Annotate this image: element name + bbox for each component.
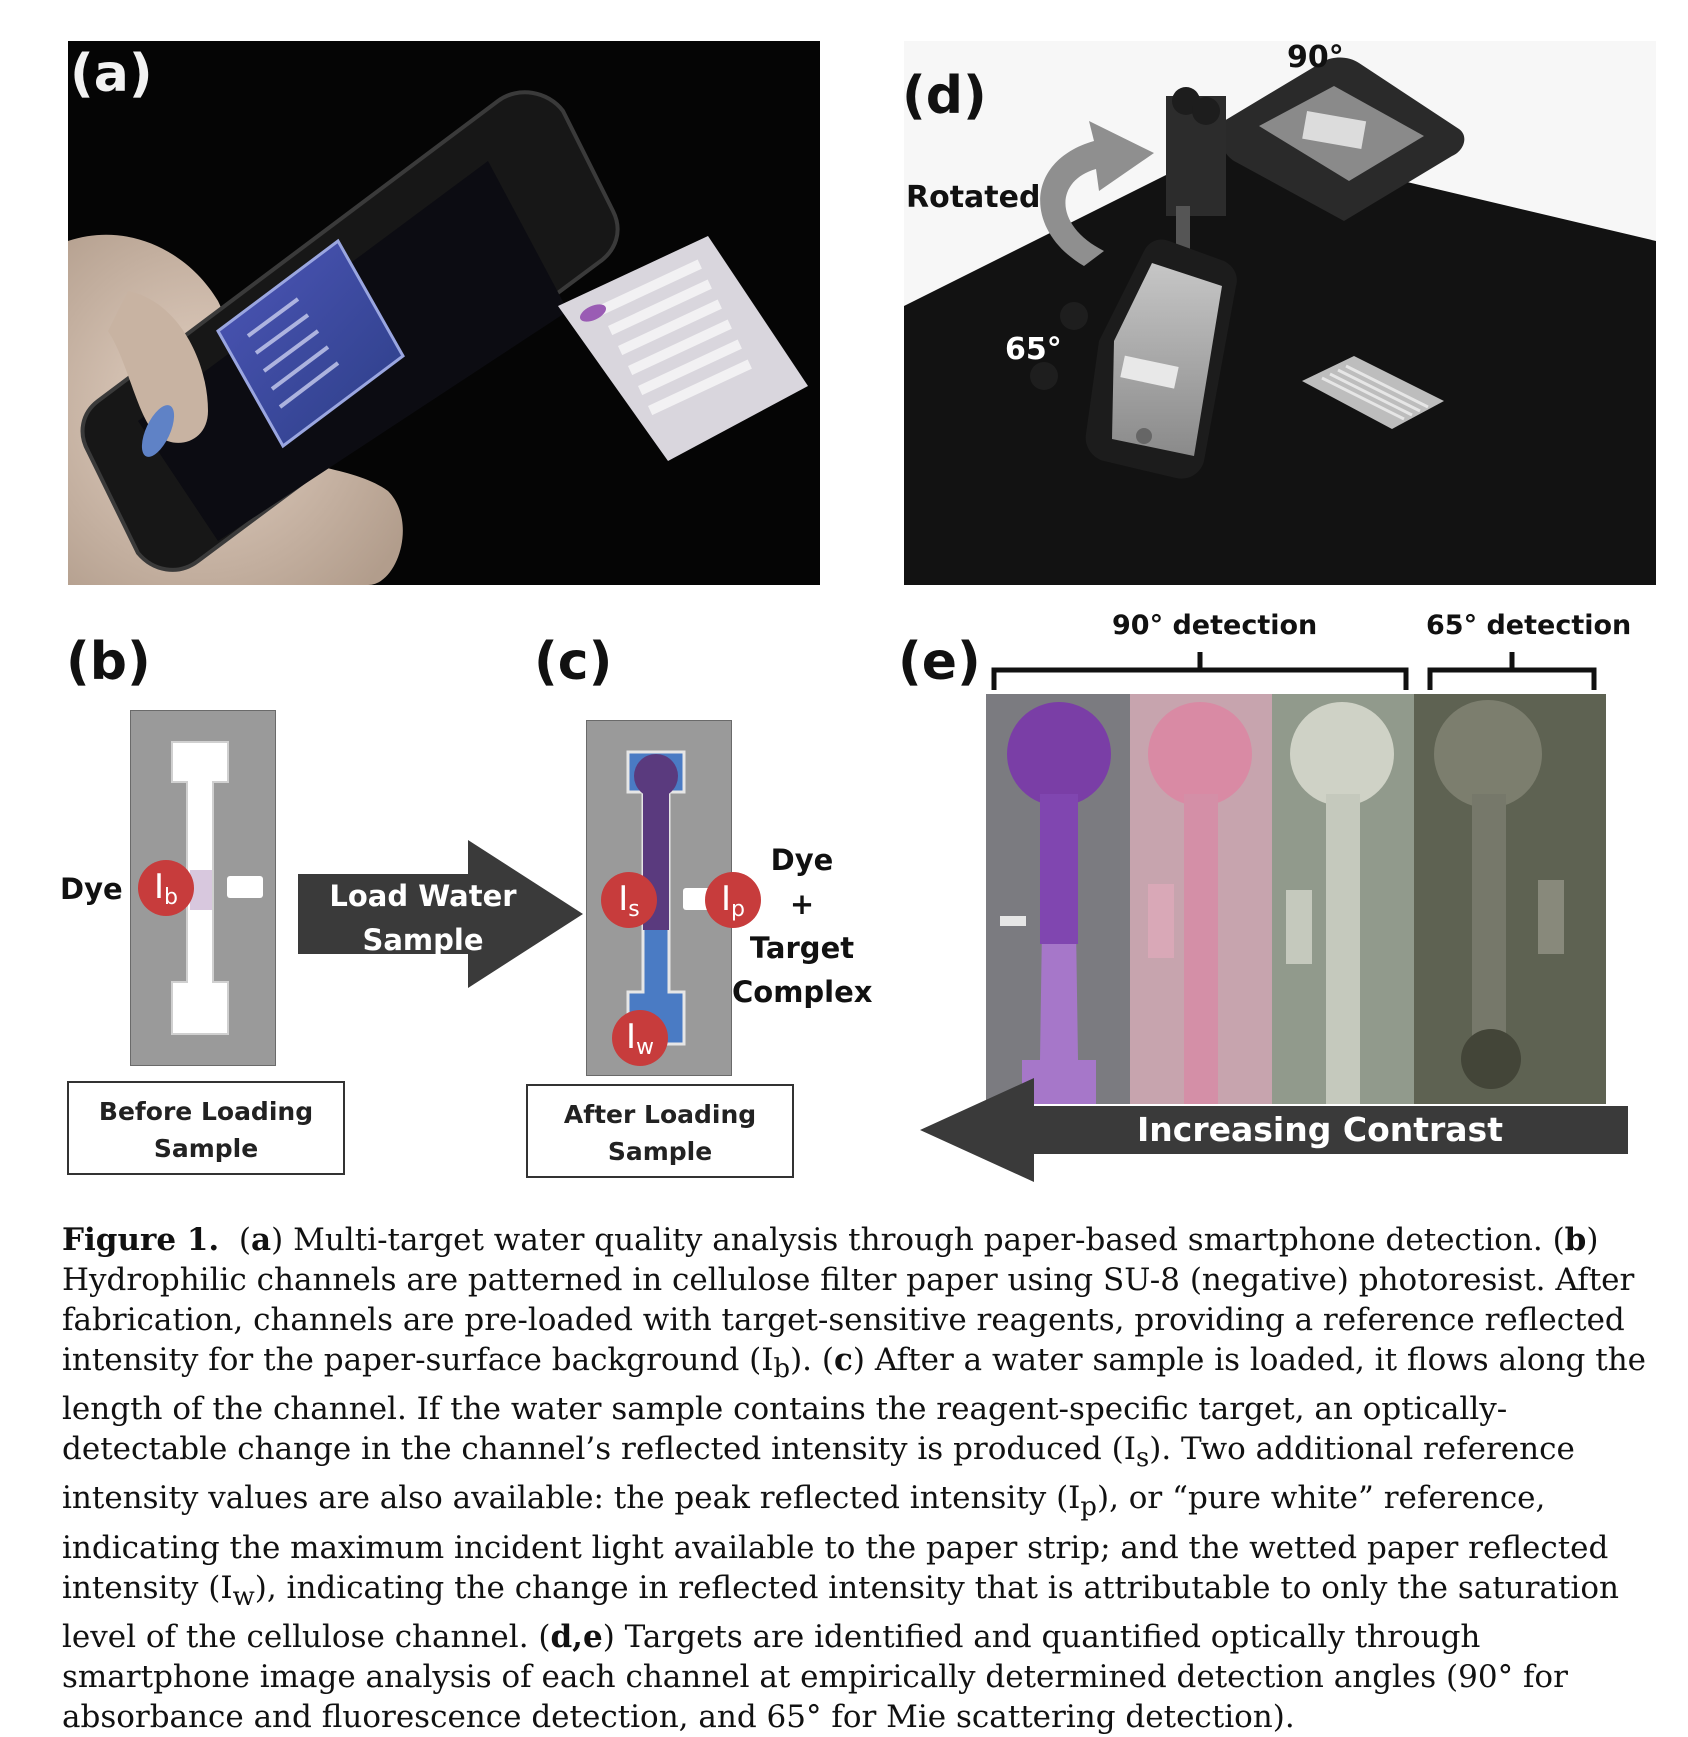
panel-d-label: (d): [902, 66, 987, 126]
after-loading-line2: Sample: [607, 1137, 713, 1166]
caption-text-c2: ). Two additional reference intensity va…: [62, 1431, 1575, 1517]
ip-marker: Ip: [705, 872, 761, 928]
is-marker: Is: [601, 872, 657, 928]
bracket-65-label: 65° detection: [1426, 610, 1632, 641]
before-loading-line2: Sample: [153, 1134, 259, 1163]
after-loading-line1: After Loading: [563, 1100, 757, 1129]
iw-marker: Iw: [612, 1010, 668, 1066]
caption-ref-de: d,e: [550, 1618, 603, 1655]
angle-65-label: 65°: [1005, 332, 1062, 367]
caption-text-c3: ), or “pure white” reference, indicating…: [62, 1480, 1609, 1606]
rotated-label: Rotated: [906, 180, 1041, 215]
increasing-contrast-arrow-icon: [920, 1078, 1628, 1182]
load-water-line2: Sample: [362, 923, 484, 957]
before-loading-box: Before Loading Sample: [67, 1081, 345, 1175]
caption-ref-c: c: [833, 1342, 853, 1378]
phone-mount-rendering: [904, 41, 1656, 585]
detection-brackets: [991, 652, 1597, 690]
panel-e-label: (e): [898, 632, 981, 692]
bracket-90-icon: [991, 652, 1409, 690]
panel-d-rendering: [904, 41, 1656, 585]
complex-line: Complex: [732, 975, 873, 1009]
panel-a-label: (a): [70, 44, 153, 104]
figure-caption: Figure 1. (a) Multi-target water quality…: [62, 1222, 1647, 1735]
load-water-line1: Load Water: [329, 879, 517, 913]
caption-text-b1: ) Hydrophilic channels are patterned in …: [62, 1222, 1635, 1378]
panel-c-label: (c): [534, 632, 613, 692]
caption-text-b2: ). (: [790, 1342, 834, 1378]
sub-b: b: [773, 1354, 791, 1385]
target-line: Target: [749, 931, 855, 965]
caption-text-a: ) Multi-target water quality analysis th…: [271, 1222, 1565, 1258]
angle-90-label: 90°: [1287, 40, 1344, 75]
load-water-sample-text: Load Water Sample: [318, 874, 528, 962]
bracket-90-label: 90° detection: [1112, 610, 1318, 641]
channel-photos: [986, 694, 1606, 1104]
panel-b-label: (b): [66, 632, 151, 692]
channel-before-diagram: [130, 710, 276, 1066]
caption-text-c4: ), indicating the change in reflected in…: [62, 1569, 1619, 1655]
smartphone-photo: [68, 41, 820, 585]
plus-line: +: [789, 887, 815, 921]
dye-label: Dye: [60, 872, 123, 906]
sub-p: p: [1080, 1492, 1097, 1523]
caption-text-c1: ) After a water sample is loaded, it flo…: [62, 1342, 1647, 1468]
panel-a-photo: [68, 41, 820, 585]
caption-ref-a: a: [251, 1222, 272, 1258]
dye-target-complex-label: Dye + Target Complex: [732, 838, 873, 1014]
ib-marker: Ib: [138, 860, 194, 916]
bracket-65-icon: [1427, 652, 1597, 690]
figure-number: Figure 1.: [62, 1222, 220, 1258]
dye-line: Dye: [770, 843, 834, 877]
load-sample-arrow-icon: [298, 840, 583, 988]
curved-arrow-icon: [1040, 121, 1154, 266]
sub-s: s: [1135, 1443, 1150, 1474]
increasing-contrast-text: Increasing Contrast: [1137, 1110, 1503, 1149]
after-loading-box: After Loading Sample: [526, 1084, 794, 1178]
caption-ref-b: b: [1564, 1222, 1587, 1258]
before-loading-line1: Before Loading: [98, 1097, 314, 1126]
sub-w: w: [232, 1581, 255, 1612]
